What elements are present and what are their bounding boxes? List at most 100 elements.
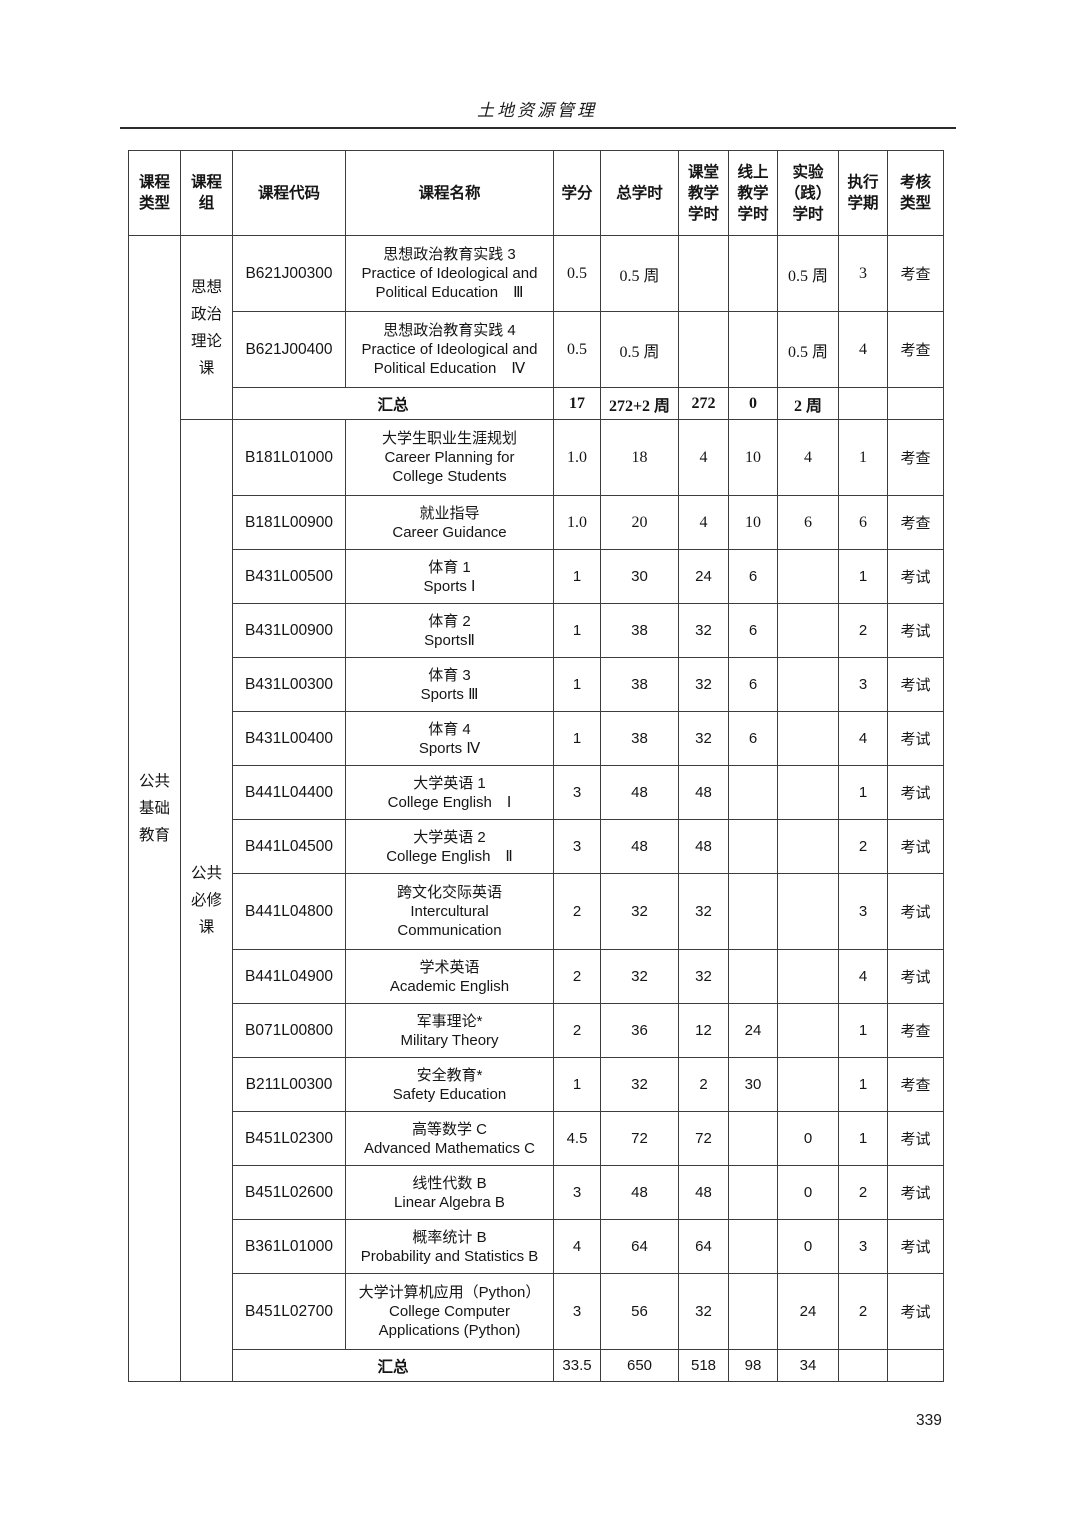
classroom-hours-cell: 4	[678, 495, 729, 550]
course-code-cell: B181L01000	[232, 419, 346, 496]
online-hours-cell: 98	[728, 1349, 778, 1382]
credits-cell: 1.0	[553, 419, 601, 496]
practice-hours-cell: 34	[777, 1349, 839, 1382]
practice-hours-cell: 24	[777, 1273, 839, 1350]
assessment-cell: 考试	[887, 1111, 944, 1166]
practice-hours-cell	[777, 1057, 839, 1112]
online-hours-cell: 10	[728, 495, 778, 550]
assessment-cell	[887, 387, 944, 420]
course-row: B211L00300 安全教育* Safety Education 1 32 2 30 1 考…	[129, 1057, 944, 1112]
practice-hours-cell: 0	[777, 1165, 839, 1220]
header-online-hours: 线上 教学 学时	[728, 150, 778, 236]
online-hours-cell: 10	[728, 419, 778, 496]
online-hours-cell	[728, 1273, 778, 1350]
total-hours-cell: 48	[600, 1165, 679, 1220]
semester-cell: 3	[838, 657, 888, 712]
practice-hours-cell	[777, 711, 839, 766]
semester-cell: 2	[838, 819, 888, 874]
credits-cell: 33.5	[553, 1349, 601, 1382]
total-hours-cell: 32	[600, 1057, 679, 1112]
course-name-cell: 大学计算机应用（Python） College Computer Applica…	[345, 1273, 554, 1350]
header-credits: 学分	[553, 150, 601, 236]
online-hours-cell	[728, 1111, 778, 1166]
credits-cell: 1	[553, 657, 601, 712]
header-practice-hours: 实验 （践） 学时	[777, 150, 839, 236]
practice-hours-cell: 2 周	[777, 387, 839, 420]
course-name-cell: 大学英语 2 College English Ⅱ	[345, 819, 554, 874]
page-number: 339	[916, 1412, 942, 1429]
credits-cell: 0.5	[553, 311, 601, 388]
semester-cell: 2	[838, 1273, 888, 1350]
total-hours-cell: 650	[600, 1349, 679, 1382]
credits-cell: 1	[553, 1057, 601, 1112]
classroom-hours-cell: 4	[678, 419, 729, 496]
course-row: B431L00900 体育 2 SportsⅡ 1 38 32 6 2 考试	[129, 603, 944, 658]
total-hours-cell: 64	[600, 1219, 679, 1274]
credits-cell: 0.5	[553, 235, 601, 312]
assessment-cell: 考试	[887, 765, 944, 820]
classroom-hours-cell: 48	[678, 1165, 729, 1220]
header-course-name: 课程名称	[345, 150, 554, 236]
practice-hours-cell	[777, 819, 839, 874]
classroom-hours-cell: 32	[678, 657, 729, 712]
semester-cell: 3	[838, 235, 888, 312]
summary-label-cell: 汇总	[232, 387, 554, 420]
online-hours-cell: 0	[728, 387, 778, 420]
practice-hours-cell: 4	[777, 419, 839, 496]
header-course-group: 课程 组	[180, 150, 233, 236]
course-code-cell: B431L00400	[232, 711, 346, 766]
course-code-cell: B451L02700	[232, 1273, 346, 1350]
online-hours-cell: 6	[728, 603, 778, 658]
course-code-cell: B441L04900	[232, 949, 346, 1004]
practice-hours-cell: 0.5 周	[777, 311, 839, 388]
course-table-body: 公共 基础 教育 思想 政治 理论 课 B621J00300 思想政治教育实践 3 P…	[128, 235, 944, 1382]
course-name-cell: 思想政治教育实践 3 Practice of Ideological and P…	[345, 235, 554, 312]
assessment-cell: 考查	[887, 495, 944, 550]
classroom-hours-cell: 32	[678, 873, 729, 950]
total-hours-cell: 32	[600, 873, 679, 950]
assessment-cell: 考试	[887, 603, 944, 658]
total-hours-cell: 36	[600, 1003, 679, 1058]
credits-cell: 4.5	[553, 1111, 601, 1166]
credits-cell: 3	[553, 1165, 601, 1220]
online-hours-cell: 6	[728, 549, 778, 604]
course-name-cell: 线性代数 B Linear Algebra B	[345, 1165, 554, 1220]
semester-cell: 6	[838, 495, 888, 550]
semester-cell: 1	[838, 765, 888, 820]
total-hours-cell: 0.5 周	[600, 235, 679, 312]
classroom-hours-cell: 48	[678, 819, 729, 874]
course-code-cell: B441L04500	[232, 819, 346, 874]
classroom-hours-cell: 2	[678, 1057, 729, 1112]
course-name-cell: 体育 3 Sports Ⅲ	[345, 657, 554, 712]
total-hours-cell: 38	[600, 711, 679, 766]
course-row: B431L00500 体育 1 Sports Ⅰ 1 30 24 6 1 考试	[129, 549, 944, 604]
semester-cell	[838, 1349, 888, 1382]
course-name-cell: 军事理论* Military Theory	[345, 1003, 554, 1058]
course-code-cell: B211L00300	[232, 1057, 346, 1112]
classroom-hours-cell: 32	[678, 603, 729, 658]
classroom-hours-cell: 32	[678, 949, 729, 1004]
course-name-cell: 跨文化交际英语 Intercultural Communication	[345, 873, 554, 950]
practice-hours-cell	[777, 603, 839, 658]
course-row: B361L01000 概率统计 B Probability and Statist…	[129, 1219, 944, 1274]
course-row: 公共 基础 教育 思想 政治 理论 课 B621J00300 思想政治教育实践 3 P…	[128, 235, 944, 1382]
header-classroom-hours: 课堂 教学 学时	[678, 150, 729, 236]
classroom-hours-cell: 32	[678, 1273, 729, 1350]
credits-cell: 1	[553, 711, 601, 766]
semester-cell: 4	[838, 711, 888, 766]
total-hours-cell: 30	[600, 549, 679, 604]
assessment-cell: 考试	[887, 1165, 944, 1220]
course-code-cell: B441L04800	[232, 873, 346, 950]
semester-cell: 1	[838, 1057, 888, 1112]
classroom-hours-cell: 12	[678, 1003, 729, 1058]
online-hours-cell	[728, 949, 778, 1004]
practice-hours-cell: 0	[777, 1219, 839, 1274]
course-row: B451L02600 线性代数 B Linear Algebra B 3 48 48 0 2…	[129, 1165, 944, 1220]
classroom-hours-cell	[678, 235, 729, 312]
total-hours-cell: 18	[600, 419, 679, 496]
course-table-header: 课程 类型 课程 组课程代码 课程名称 学分 总学时 课堂 教学 学时 线上 教学 学时 实验…	[128, 150, 944, 236]
practice-hours-cell: 6	[777, 495, 839, 550]
course-row: B071L00800 军事理论* Military Theory 2 36 12 24 1 考…	[129, 1003, 944, 1058]
assessment-cell: 考查	[887, 235, 944, 312]
